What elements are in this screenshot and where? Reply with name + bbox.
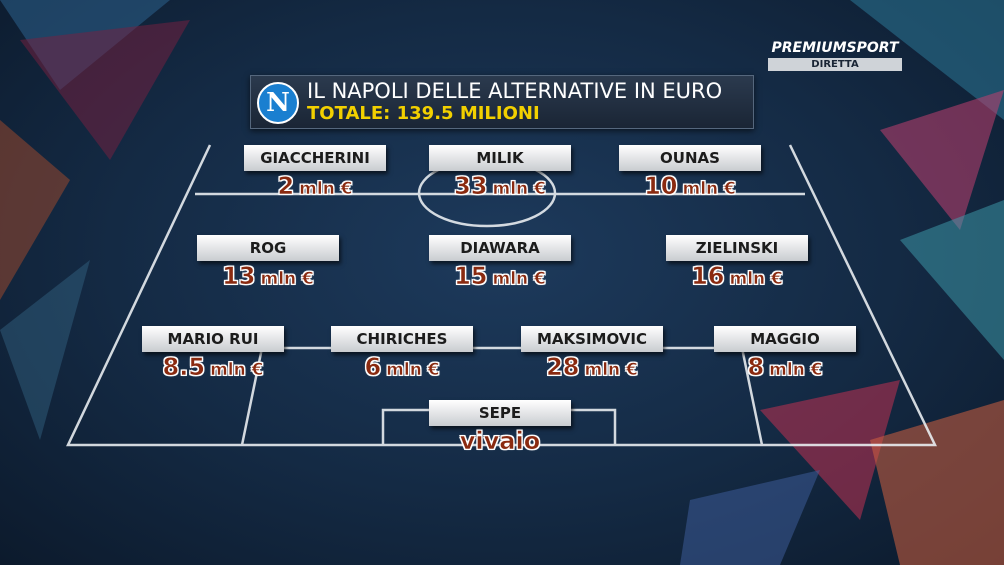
value-unit: mln € (682, 179, 736, 200)
broadcast-status: DIRETTA (768, 58, 902, 71)
value-unit: mln € (729, 269, 783, 290)
value-unit: mln € (492, 269, 546, 290)
value-amount: 8.5 (162, 353, 206, 382)
player-value: 8 mln € (685, 353, 885, 382)
value-unit: mln € (769, 360, 823, 381)
value-amount: 6 (364, 353, 382, 382)
player-name: MILIK (429, 145, 571, 171)
player-name: ROG (197, 235, 339, 261)
broadcaster-name: PREMIUMSPORT (771, 40, 899, 56)
player-name: ZIELINSKI (666, 235, 808, 261)
player-name: CHIRICHES (331, 326, 473, 352)
player-value: 16 mln € (637, 262, 837, 291)
header: N IL NAPOLI DELLE ALTERNATIVE IN EURO TO… (250, 75, 754, 129)
player-name: SEPE (429, 400, 571, 426)
value-unit: mln € (386, 360, 440, 381)
player-value: vivaio (400, 427, 600, 456)
player-name: GIACCHERINI (244, 145, 386, 171)
value-amount: 28 (546, 353, 580, 382)
broadcaster-logo: PREMIUMSPORT DIRETTA (768, 40, 902, 71)
value-unit: mln € (210, 360, 264, 381)
value-unit: mln € (260, 269, 314, 290)
value-unit: mln € (299, 179, 353, 200)
value-amount: 33 (454, 172, 488, 201)
player-name: MAKSIMOVIC (521, 326, 663, 352)
player-name: MARIO RUI (142, 326, 284, 352)
player-value: 8.5 mln € (113, 353, 313, 382)
player-value: 15 mln € (400, 262, 600, 291)
club-badge: N (257, 82, 299, 124)
player-name: MAGGIO (714, 326, 856, 352)
player-value: 2 mln € (215, 172, 415, 201)
value-amount: 8 (747, 353, 765, 382)
value-amount: 13 (222, 262, 256, 291)
value-amount: 10 (644, 172, 678, 201)
player-value: 13 mln € (168, 262, 368, 291)
player-value: 28 mln € (492, 353, 692, 382)
value-amount: 16 (691, 262, 725, 291)
value-amount: 2 (277, 172, 295, 201)
player-name: DIAWARA (429, 235, 571, 261)
player-value: 6 mln € (302, 353, 502, 382)
value-unit: mln € (492, 179, 546, 200)
value-amount: vivaio (459, 427, 541, 456)
value-amount: 15 (454, 262, 488, 291)
player-value: 10 mln € (590, 172, 790, 201)
value-unit: mln € (584, 360, 638, 381)
player-value: 33 mln € (400, 172, 600, 201)
title: IL NAPOLI DELLE ALTERNATIVE IN EURO (307, 79, 723, 103)
subtitle: TOTALE: 139.5 MILIONI (307, 103, 540, 124)
player-name: OUNAS (619, 145, 761, 171)
